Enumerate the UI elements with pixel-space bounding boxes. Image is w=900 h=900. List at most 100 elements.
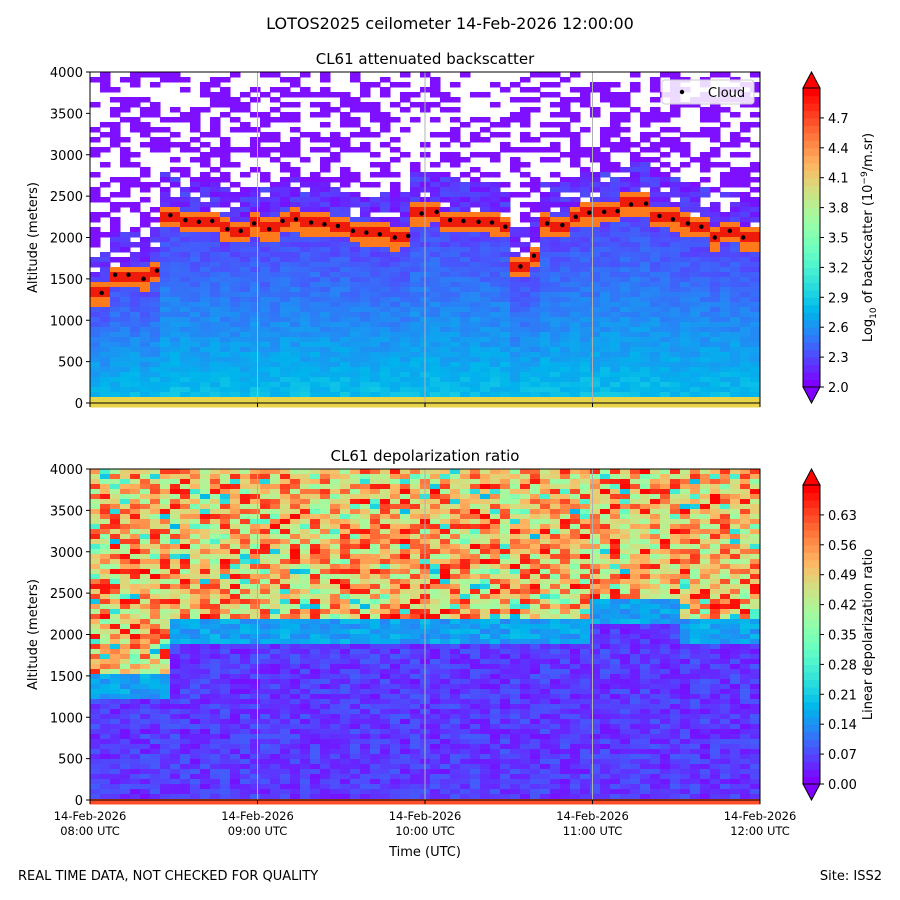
heatmap-cell [180,469,191,475]
heatmap-cell [450,207,461,213]
heatmap-cell [670,292,681,298]
heatmap-cell [140,287,151,293]
heatmap-cell [620,227,631,233]
heatmap-cell [170,357,181,363]
heatmap-cell [330,297,341,303]
heatmap-cell [220,619,231,625]
heatmap-cell [260,292,271,298]
heatmap-cell [220,519,231,525]
heatmap-cell [610,117,621,123]
heatmap-cell [380,347,391,353]
heatmap-cell [540,352,551,358]
heatmap-cell [170,634,181,640]
heatmap-cell [160,322,171,328]
heatmap-cell [640,217,651,223]
heatmap-cell [190,137,201,143]
heatmap-cell [220,112,231,118]
heatmap-cell [190,644,201,650]
heatmap-cell [220,157,231,163]
heatmap-cell [640,117,651,123]
heatmap-cell [450,242,461,248]
heatmap-cell [610,262,621,268]
heatmap-cell [590,302,601,308]
heatmap-cell [350,282,361,288]
heatmap-cell [480,137,491,143]
heatmap-cell [250,784,261,790]
heatmap-cell [240,127,251,133]
heatmap-cell [530,397,541,403]
heatmap-cell [390,197,401,203]
heatmap-cell [410,392,421,398]
heatmap-cell [280,534,291,540]
heatmap-cell [580,247,591,253]
heatmap-cell [100,277,111,283]
heatmap-cell [330,357,341,363]
heatmap-cell [400,352,411,358]
heatmap-cell [700,217,711,223]
heatmap-cell [200,789,211,795]
heatmap-cell [220,147,231,153]
heatmap-cell [380,342,391,348]
heatmap-cell [680,142,691,148]
heatmap-cell [450,157,461,163]
heatmap-cell [170,247,181,253]
heatmap-cell [520,282,531,288]
heatmap-cell [530,282,541,288]
heatmap-cell [140,659,151,665]
heatmap-cell [650,362,661,368]
heatmap-cell [670,207,681,213]
heatmap-cell [140,252,151,258]
heatmap-cell [730,287,741,293]
heatmap-cell [410,297,421,303]
heatmap-cell [540,182,551,188]
heatmap-cell [260,724,271,730]
heatmap-cell [210,362,221,368]
heatmap-cell [750,362,761,368]
heatmap-cell [500,302,511,308]
heatmap-cell [240,287,251,293]
heatmap-cell [250,629,261,635]
heatmap-cell [120,629,131,635]
heatmap-cell [450,127,461,133]
heatmap-cell [160,729,171,735]
heatmap-cell [90,514,101,520]
heatmap-cell [270,367,281,373]
heatmap-cell [110,302,121,308]
heatmap-cell [170,297,181,303]
heatmap-cell [470,217,481,223]
colorbar-segment [803,200,820,209]
heatmap-cell [340,347,351,353]
heatmap-cell [100,377,111,383]
heatmap-cell [650,372,661,378]
heatmap-cell [220,764,231,770]
heatmap-cell [390,377,401,383]
heatmap-cell [150,774,161,780]
heatmap-cell [230,589,241,595]
heatmap-cell [140,589,151,595]
heatmap-cell [550,312,561,318]
heatmap-cell [120,609,131,615]
heatmap-cell [700,127,711,133]
heatmap-cell [700,297,711,303]
heatmap-cell [560,322,571,328]
heatmap-cell [110,599,121,605]
heatmap-cell [750,402,761,408]
heatmap-cell [570,322,581,328]
heatmap-cell [160,362,171,368]
heatmap-cell [270,614,281,620]
heatmap-cell [180,499,191,505]
heatmap-cell [320,327,331,333]
heatmap-cell [210,704,221,710]
heatmap-cell [270,724,281,730]
heatmap-cell [90,609,101,615]
heatmap-cell [470,177,481,183]
heatmap-cell [460,212,471,218]
heatmap-cell [440,227,451,233]
heatmap-cell [750,382,761,388]
heatmap-cell [180,489,191,495]
heatmap-cell [680,282,691,288]
heatmap-cell [120,549,131,555]
heatmap-cell [220,669,231,675]
heatmap-cell [490,257,501,263]
heatmap-cell [110,357,121,363]
